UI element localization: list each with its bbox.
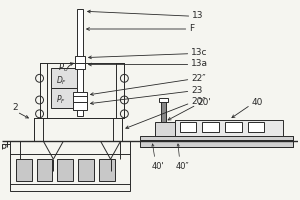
Bar [202, 122, 219, 132]
Bar [57, 159, 73, 181]
Text: 40: 40 [252, 98, 263, 107]
Bar [161, 100, 166, 122]
Text: 23: 23 [191, 86, 203, 95]
Text: 20″: 20″ [191, 97, 206, 106]
Bar [10, 141, 130, 191]
Bar [99, 159, 115, 181]
Text: 40': 40' [152, 162, 165, 171]
Bar [225, 122, 242, 132]
Bar [112, 118, 122, 141]
Text: $P_o$: $P_o$ [58, 61, 69, 74]
Bar [75, 56, 85, 63]
Bar [51, 68, 79, 88]
Text: $D_F$: $D_F$ [56, 74, 67, 87]
Bar [40, 63, 47, 118]
Bar [51, 88, 79, 108]
Bar [78, 159, 94, 181]
Bar [116, 63, 124, 118]
Bar [248, 122, 264, 132]
Text: $P_F$: $P_F$ [56, 94, 66, 106]
Text: 13c: 13c [191, 48, 208, 57]
Bar [77, 9, 83, 116]
Bar [175, 120, 283, 136]
Bar [37, 159, 52, 181]
Text: 13a: 13a [191, 59, 208, 68]
Text: 13: 13 [192, 11, 204, 20]
Bar [34, 118, 122, 141]
Text: 2: 2 [12, 103, 18, 112]
Bar [16, 159, 32, 181]
Bar [75, 63, 85, 69]
Text: 40″: 40″ [176, 162, 189, 171]
Bar [73, 102, 87, 110]
Text: 20': 20' [197, 98, 211, 107]
Bar [73, 92, 87, 102]
Bar [155, 122, 175, 136]
Bar [159, 98, 168, 102]
Bar [140, 136, 293, 140]
Bar [140, 140, 293, 147]
Text: F: F [189, 24, 195, 33]
Bar [180, 122, 196, 132]
Bar [34, 118, 44, 141]
Bar [40, 63, 124, 118]
Text: 22″: 22″ [191, 74, 206, 83]
